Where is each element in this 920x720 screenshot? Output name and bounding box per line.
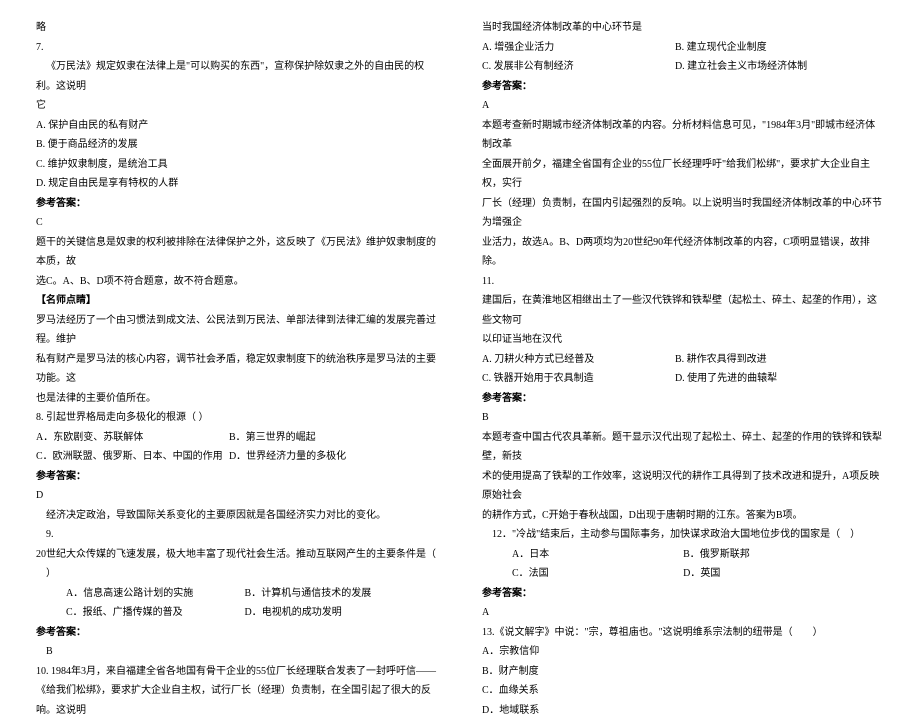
explanation-line: 业活力，故选A。B、D两项均为20世纪90年代经济体制改革的内容，C项明显错误，… <box>482 233 884 272</box>
explanation-line: 厂长（经理）负责制，在国内引起强烈的反响。以上说明当时我国经济体制改革的中心环节… <box>482 194 884 233</box>
explanation-line: 全面展开前夕，福建全省国有企业的55位厂长经理呼吁"给我们松绑"，要求扩大企业自… <box>482 155 884 194</box>
answer-label: 参考答案： <box>482 77 884 97</box>
option-a: A. 增强企业活力 <box>482 38 675 58</box>
explanation-line: 题干的关键信息是奴隶的权利被排除在法律保护之外，这反映了《万民法》维护奴隶制度的… <box>36 233 438 272</box>
explanation-line: 本题考查中国古代农具革新。题干显示汉代出现了起松土、碎土、起垄的作用的铁铧和铁犁… <box>482 428 884 467</box>
answer-label: 参考答案： <box>36 623 438 643</box>
explanation-line: 本题考查新时期城市经济体制改革的内容。分析材料信息可见，"1984年3月"即城市… <box>482 116 884 155</box>
option-row: A．信息高速公路计划的实施 B．计算机与通信技术的发展 <box>36 584 438 604</box>
answer-label: 参考答案： <box>36 467 438 487</box>
question-stem: 10. 1984年3月，来自福建全省各地国有骨干企业的55位厂长经理联合发表了一… <box>36 662 438 682</box>
right-column: 当时我国经济体制改革的中心环节是 A. 增强企业活力 B. 建立现代企业制度 C… <box>460 0 920 651</box>
option-b: B. 便于商品经济的发展 <box>36 135 438 155</box>
option-c: C. 维护奴隶制度，是统治工具 <box>36 155 438 175</box>
option-a: A．日本 <box>512 545 683 565</box>
text-line: 略 <box>36 18 438 38</box>
option-row: A．日本 B．俄罗斯联邦 <box>482 545 884 565</box>
tip-line: 也是法律的主要价值所在。 <box>36 389 438 409</box>
explanation-line: 的耕作方式，C开始于春秋战国，D出现于唐朝时期的江东。答案为B项。 <box>482 506 884 526</box>
option-d: D．地域联系 <box>482 701 884 720</box>
question-stem: 20世纪大众传媒的飞速发展，极大地丰富了现代社会生活。推动互联网产生的主要条件是… <box>36 545 438 565</box>
document-page: 略 7. 《万民法》规定奴隶在法律上是"可以购买的东西"，宣称保护除奴隶之外的自… <box>0 0 920 651</box>
option-d: D．英国 <box>683 564 884 584</box>
answer-value: D <box>36 486 438 506</box>
option-row: C．法国 D．英国 <box>482 564 884 584</box>
option-row: C. 发展非公有制经济 D. 建立社会主义市场经济体制 <box>482 57 884 77</box>
option-row: A．东欧剧变、苏联解体 B．第三世界的崛起 <box>36 428 438 448</box>
option-row: C. 铁器开始用于农具制造 D. 使用了先进的曲辕犁 <box>482 369 884 389</box>
answer-value: B <box>482 408 884 428</box>
answer-label: 参考答案： <box>36 194 438 214</box>
question-number: 9. <box>36 525 438 545</box>
option-row: A. 增强企业活力 B. 建立现代企业制度 <box>482 38 884 58</box>
answer-value: C <box>36 213 438 233</box>
explanation-line: 术的使用提高了铁犁的工作效率，这说明汉代的耕作工具得到了技术改进和提升，A项反映… <box>482 467 884 506</box>
question-stem: 建国后，在黄淮地区相继出土了一些汉代铁铧和铁犁壁（起松土、碎土、起垄的作用），这… <box>482 291 884 330</box>
option-d: D．世界经济力量的多极化 <box>229 447 438 467</box>
option-c: C．报纸、广播传媒的普及 <box>66 603 245 623</box>
question-stem: 8. 引起世界格局走向多极化的根源（ ） <box>36 408 438 428</box>
answer-value: A <box>482 603 884 623</box>
question-number: 7. <box>36 38 438 58</box>
option-d: D. 规定自由民是享有特权的人群 <box>36 174 438 194</box>
option-row: A. 刀耕火种方式已经普及 B. 耕作农具得到改进 <box>482 350 884 370</box>
option-row: C．欧洲联盟、俄罗斯、日本、中国的作用 D．世界经济力量的多极化 <box>36 447 438 467</box>
option-d: D．电视机的成功发明 <box>245 603 438 623</box>
answer-value: A <box>482 96 884 116</box>
option-a: A．信息高速公路计划的实施 <box>66 584 245 604</box>
question-stem: 《给我们松绑》，要求扩大企业自主权，试行厂长（经理）负责制，在全国引起了很大的反… <box>36 681 438 720</box>
option-a: A. 保护自由民的私有财产 <box>36 116 438 136</box>
option-b: B．俄罗斯联邦 <box>683 545 884 565</box>
option-b: B. 耕作农具得到改进 <box>675 350 884 370</box>
explanation-line: 经济决定政治，导致国际关系变化的主要原因就是各国经济实力对比的变化。 <box>36 506 438 526</box>
answer-value: B <box>36 642 438 662</box>
option-b: B．财产制度 <box>482 662 884 682</box>
option-d: D. 建立社会主义市场经济体制 <box>675 57 884 77</box>
explanation-line: 选C。A、B、D项不符合题意，故不符合题意。 <box>36 272 438 292</box>
question-stem: 13.《说文解字》中说："宗，尊祖庙也。"这说明维系宗法制的纽带是（ ） <box>482 623 884 643</box>
question-stem: 它 <box>36 96 438 116</box>
question-stem: ） <box>36 564 438 584</box>
option-a: A. 刀耕火种方式已经普及 <box>482 350 675 370</box>
option-c: C. 铁器开始用于农具制造 <box>482 369 675 389</box>
question-stem: 当时我国经济体制改革的中心环节是 <box>482 18 884 38</box>
option-c: C．血缘关系 <box>482 681 884 701</box>
option-row: C．报纸、广播传媒的普及 D．电视机的成功发明 <box>36 603 438 623</box>
tip-label: 【名师点睛】 <box>36 291 438 311</box>
option-d: D. 使用了先进的曲辕犁 <box>675 369 884 389</box>
tip-line: 私有财产是罗马法的核心内容，调节社会矛盾，稳定奴隶制度下的统治秩序是罗马法的主要… <box>36 350 438 389</box>
tip-line: 罗马法经历了一个由习惯法到成文法、公民法到万民法、单部法律到法律汇编的发展完善过… <box>36 311 438 350</box>
question-stem: 以印证当地在汉代 <box>482 330 884 350</box>
answer-label: 参考答案： <box>482 584 884 604</box>
option-a: A．东欧剧变、苏联解体 <box>36 428 229 448</box>
option-c: C. 发展非公有制经济 <box>482 57 675 77</box>
option-b: B．计算机与通信技术的发展 <box>245 584 438 604</box>
answer-label: 参考答案： <box>482 389 884 409</box>
option-c: C．欧洲联盟、俄罗斯、日本、中国的作用 <box>36 447 229 467</box>
option-b: B．第三世界的崛起 <box>229 428 438 448</box>
question-number: 11. <box>482 272 884 292</box>
question-stem: 《万民法》规定奴隶在法律上是"可以购买的东西"，宣称保护除奴隶之外的自由民的权利… <box>36 57 438 96</box>
left-column: 略 7. 《万民法》规定奴隶在法律上是"可以购买的东西"，宣称保护除奴隶之外的自… <box>0 0 460 651</box>
option-c: C．法国 <box>512 564 683 584</box>
question-stem: 12．"冷战"结束后，主动参与国际事务，加快谋求政治大国地位步伐的国家是（ ） <box>482 525 884 545</box>
option-a: A．宗教信仰 <box>482 642 884 662</box>
option-b: B. 建立现代企业制度 <box>675 38 884 58</box>
